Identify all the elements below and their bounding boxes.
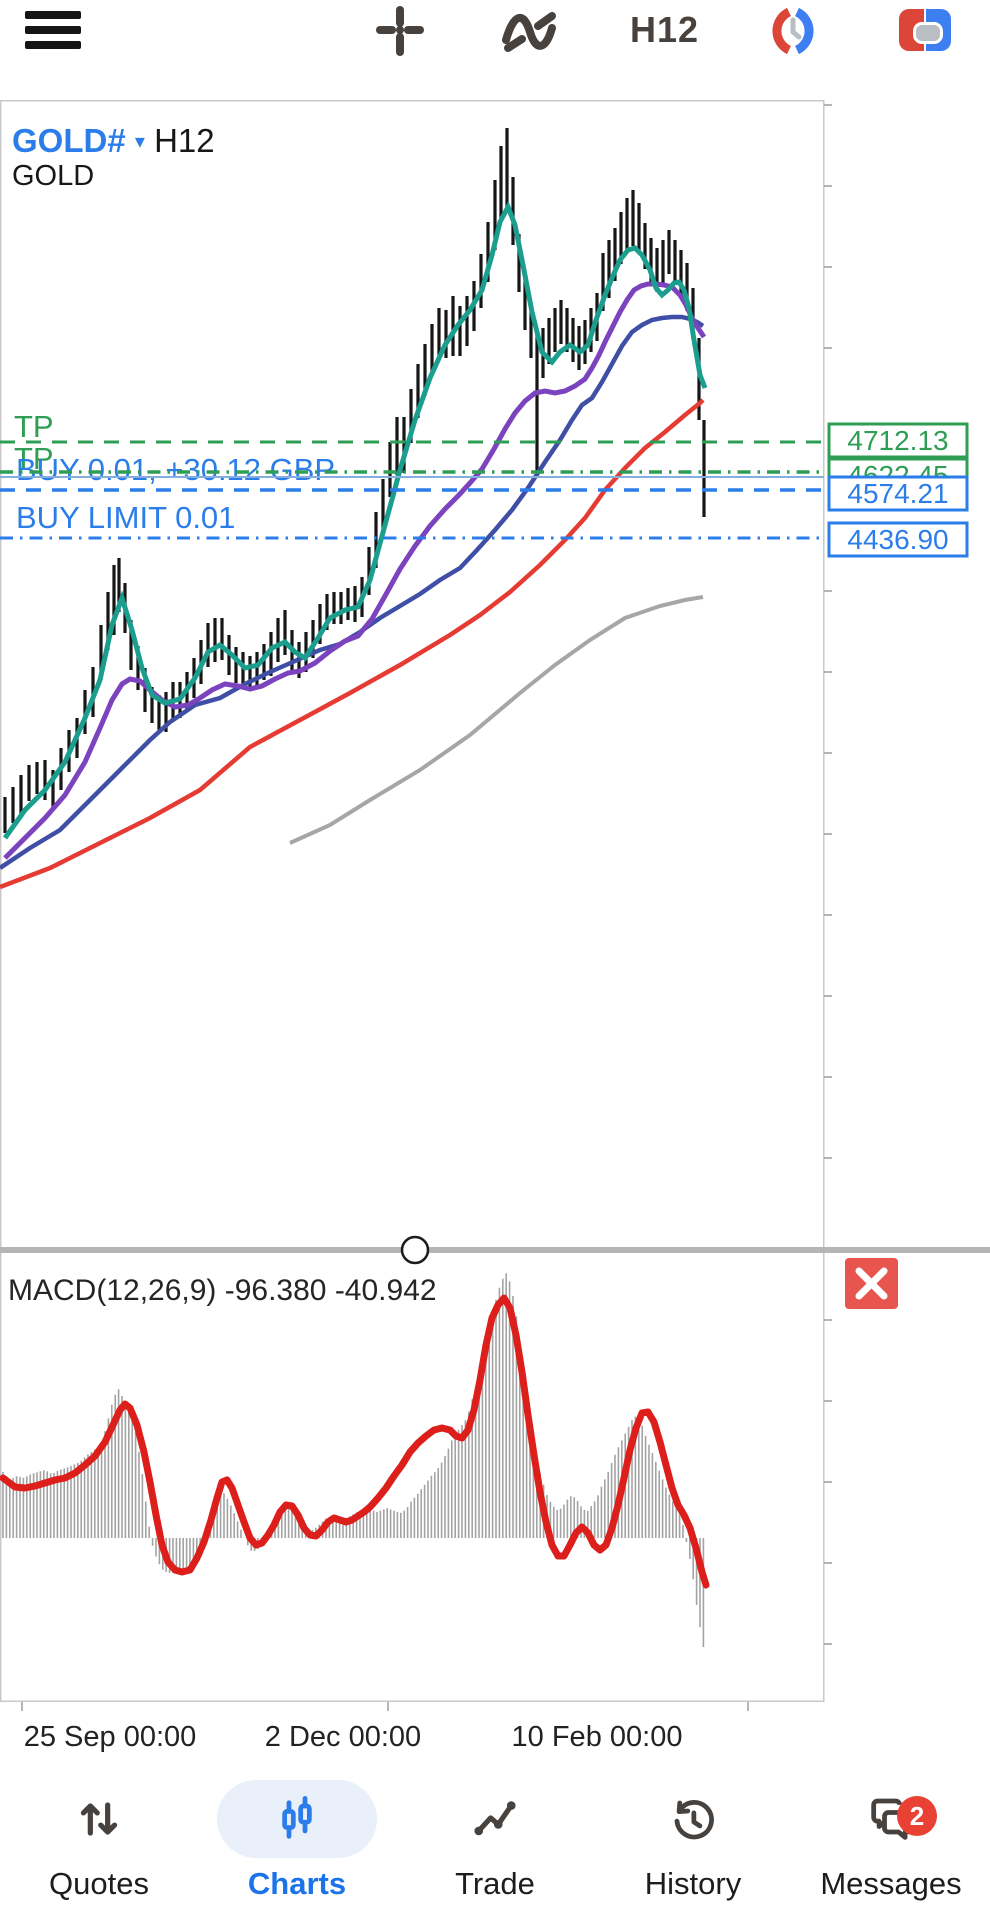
ma-purple-line — [3, 281, 707, 860]
time-axis-label: 10 Feb 00:00 — [512, 1721, 683, 1753]
time-axis-label: 2 Dec 00:00 — [265, 1721, 421, 1753]
chevron-down-icon: ▾ — [134, 131, 145, 153]
nav-label: Quotes — [49, 1866, 149, 1901]
nav-label: Messages — [820, 1866, 962, 1901]
symbol-description: GOLD — [12, 160, 95, 192]
menu-icon[interactable] — [25, 11, 81, 49]
chart-panel-border — [0, 100, 825, 1702]
header-timeframe: H12 — [154, 122, 215, 159]
timeframe-button[interactable]: H12 — [630, 9, 700, 50]
position-label[interactable]: BUY 0.01, +30.12 GBP — [16, 452, 335, 487]
price-label-tp1: 4712.13 — [827, 422, 969, 459]
price-scale-ticks — [824, 104, 832, 1645]
trading-sessions-icon[interactable] — [766, 6, 820, 56]
indicators-icon[interactable] — [498, 2, 560, 60]
nav-label: History — [644, 1866, 742, 1901]
ma-red-line — [0, 398, 705, 890]
history-clock-icon — [674, 1800, 714, 1840]
nav-trade[interactable]: Trade — [396, 1770, 594, 1920]
macd-signal-line — [0, 1294, 710, 1589]
chart-canvas[interactable]: TP TP BUY 0.01, +30.12 GBP BUY LIMIT 0.0… — [0, 100, 990, 1760]
chart-windows-icon[interactable] — [899, 9, 951, 51]
macd-histogram — [2, 1273, 705, 1647]
nav-quotes[interactable]: Quotes — [0, 1770, 198, 1920]
time-axis-ticks — [21, 1702, 749, 1711]
nav-history[interactable]: History — [594, 1770, 792, 1920]
tp2-label[interactable]: TP — [14, 441, 54, 476]
tp1-label[interactable]: TP — [14, 409, 54, 444]
arrows-up-down-icon — [80, 1802, 118, 1836]
panel-divider-handle[interactable] — [400, 1235, 430, 1265]
macd-indicator-label: MACD(12,26,9) -96.380 -40.942 — [8, 1274, 437, 1307]
candlestick-chart-icon — [282, 1796, 312, 1839]
ma-gray-line — [289, 595, 704, 845]
price-label-position: 4574.21 — [827, 475, 969, 512]
top-toolbar: H12 — [0, 0, 990, 60]
ma-darkblue-line — [0, 314, 705, 870]
crosshair-icon[interactable] — [373, 2, 427, 58]
svg-text:4574.21: 4574.21 — [847, 478, 948, 509]
svg-text:4712.13: 4712.13 — [847, 425, 948, 456]
close-indicator-button[interactable] — [845, 1258, 898, 1309]
trade-line-icon — [474, 1801, 516, 1836]
messages-badge: 2 — [897, 1796, 937, 1836]
panel-divider[interactable] — [0, 1247, 990, 1253]
nav-charts[interactable]: Charts — [198, 1770, 396, 1920]
symbol-name[interactable]: GOLD# — [12, 122, 126, 159]
nav-messages[interactable]: 2 Messages — [792, 1770, 990, 1920]
time-axis-label: 25 Sep 00:00 — [24, 1721, 197, 1753]
nav-label: Trade — [455, 1866, 535, 1901]
nav-label: Charts — [247, 1866, 347, 1901]
svg-text:4436.90: 4436.90 — [847, 524, 948, 555]
ma-teal-line — [2, 201, 708, 840]
pending-order-label[interactable]: BUY LIMIT 0.01 — [16, 500, 235, 535]
bottom-navigation: Quotes Charts — [0, 1770, 990, 1920]
chart-symbol-header[interactable]: GOLD# ▾ H12 — [12, 122, 215, 160]
price-label-pending: 4436.90 — [827, 521, 969, 558]
